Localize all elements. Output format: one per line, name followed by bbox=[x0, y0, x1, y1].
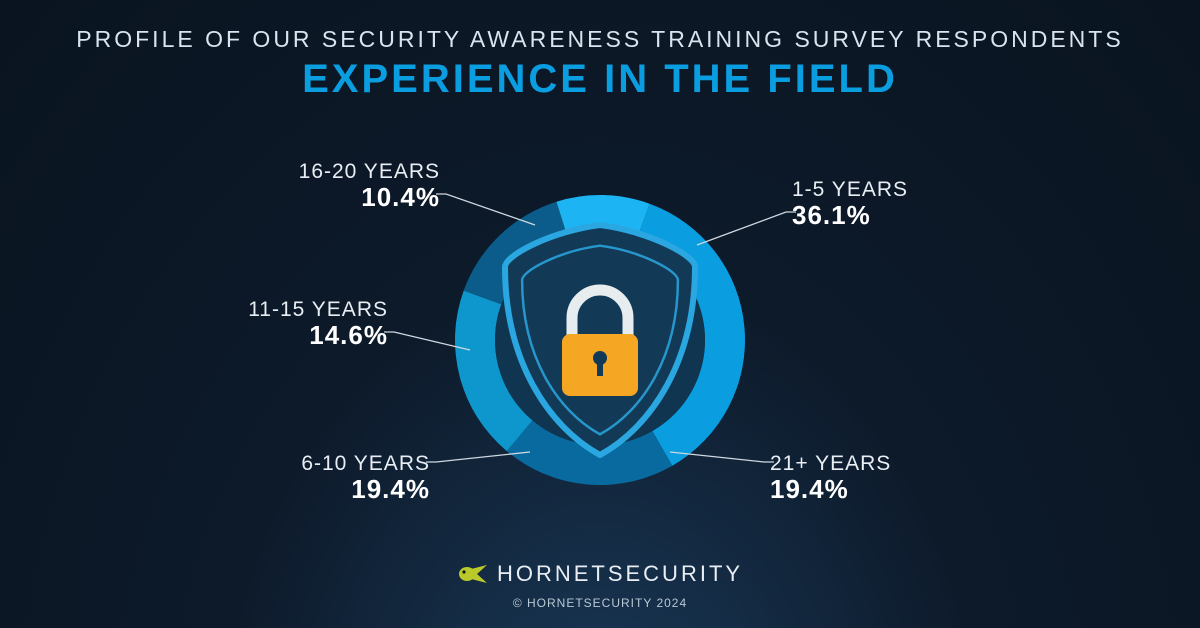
callout-label: 21+ YEARS bbox=[770, 452, 891, 476]
callout: 21+ YEARS19.4% bbox=[770, 452, 891, 505]
callout-label: 1-5 YEARS bbox=[792, 178, 908, 202]
callout-value: 36.1% bbox=[792, 200, 908, 231]
callout: 11-15 YEARS14.6% bbox=[248, 298, 388, 351]
callout-value: 14.6% bbox=[248, 320, 388, 351]
footer: HORNETSECURITY © HORNETSECURITY 2024 bbox=[0, 561, 1200, 610]
callout: 6-10 YEARS19.4% bbox=[301, 452, 430, 505]
callout-value: 10.4% bbox=[299, 182, 440, 213]
callout: 1-5 YEARS36.1% bbox=[792, 178, 908, 231]
callout-value: 19.4% bbox=[301, 474, 430, 505]
hornet-icon bbox=[457, 563, 487, 585]
donut-chart bbox=[0, 0, 1200, 628]
callout: 16-20 YEARS10.4% bbox=[299, 160, 440, 213]
callout-label: 6-10 YEARS bbox=[301, 452, 430, 476]
callout-label: 16-20 YEARS bbox=[299, 160, 440, 184]
leader-line bbox=[436, 194, 535, 225]
callout-value: 19.4% bbox=[770, 474, 891, 505]
brand: HORNETSECURITY bbox=[457, 561, 743, 587]
leader-line bbox=[697, 212, 796, 245]
callout-label: 11-15 YEARS bbox=[248, 298, 388, 322]
copyright: © HORNETSECURITY 2024 bbox=[0, 596, 1200, 610]
chart-svg bbox=[0, 0, 1200, 628]
brand-text: HORNETSECURITY bbox=[497, 561, 743, 587]
